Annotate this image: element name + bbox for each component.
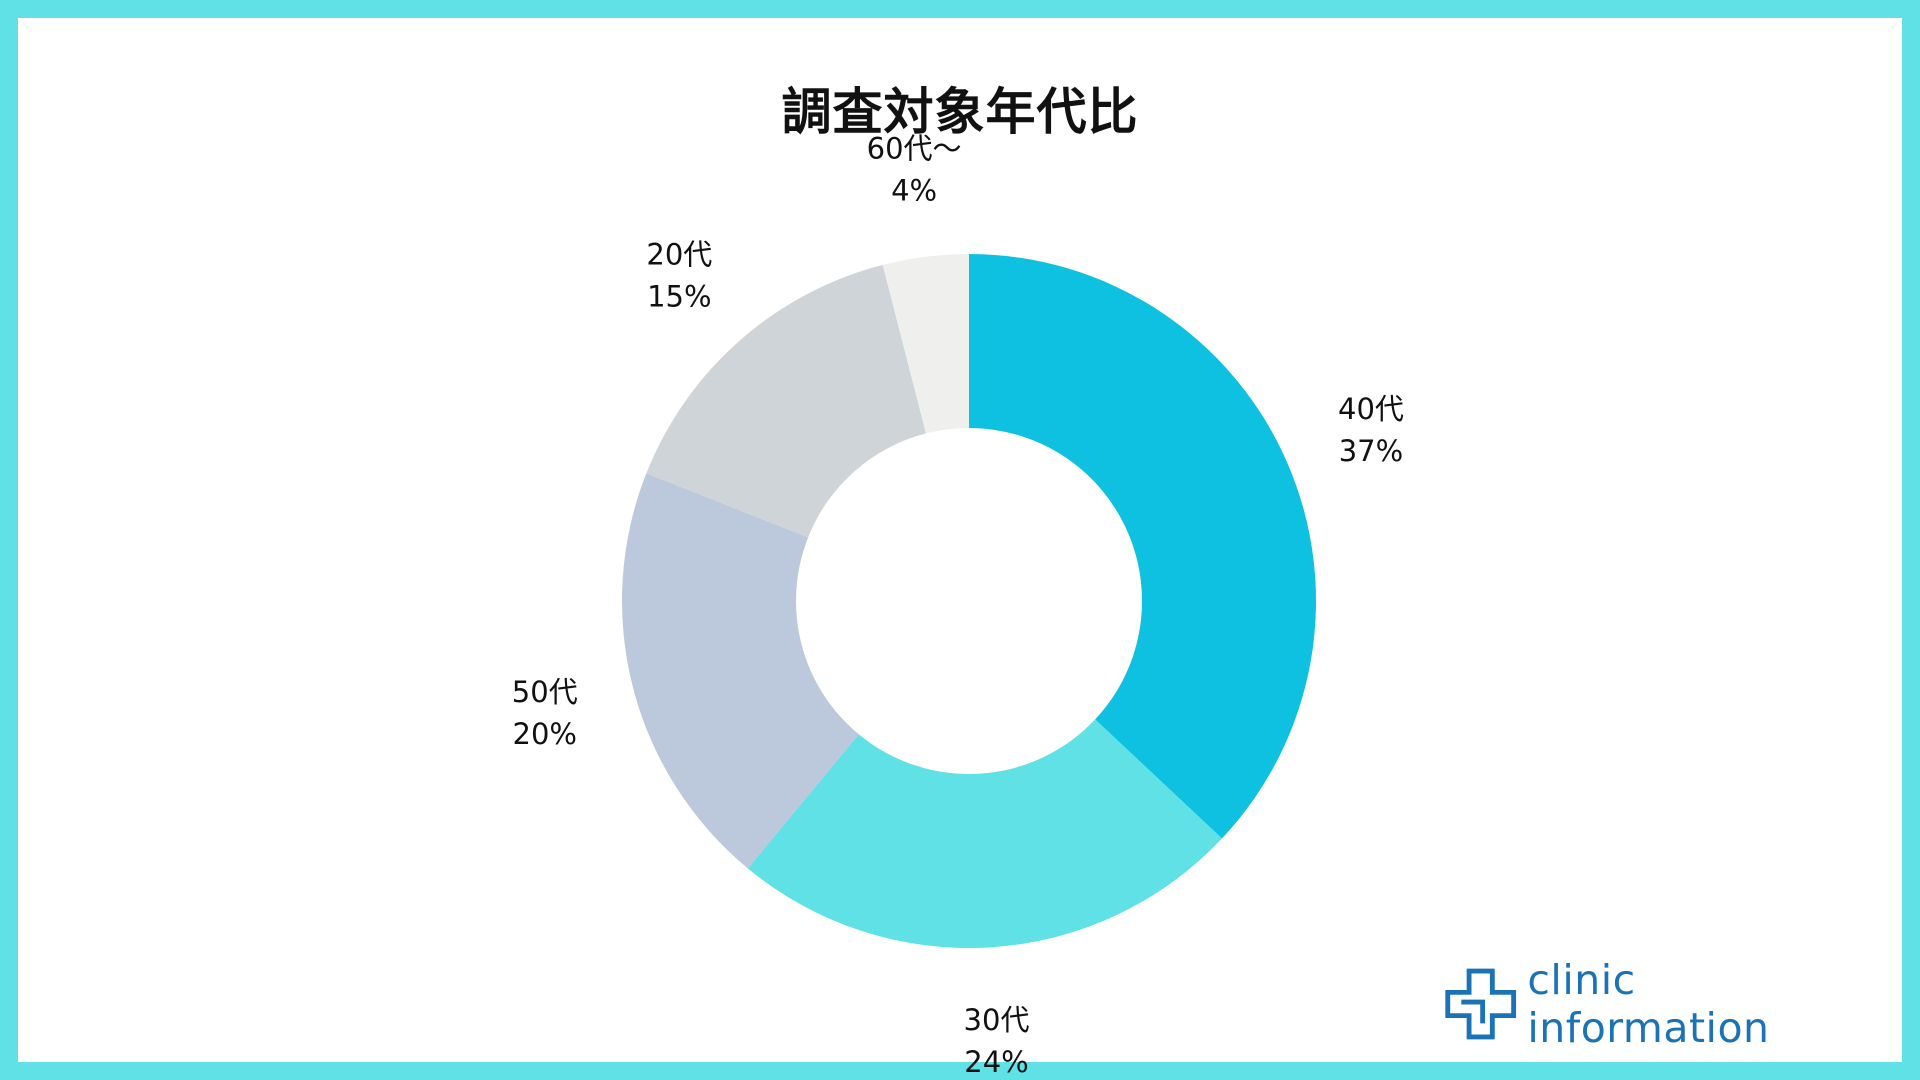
chart-title: 調査対象年代比: [781, 83, 1139, 141]
donut-slice-2: [622, 473, 859, 869]
donut-slice-1: [747, 719, 1222, 948]
slice-category-label: 30代: [964, 1003, 1030, 1037]
slice-percent-label: 15%: [647, 279, 711, 313]
slice-label-2: 50代 20%: [512, 675, 578, 751]
slice-category-label: 50代: [512, 675, 578, 709]
clinic-information-logo: clinic information: [1432, 956, 1880, 1052]
slice-percent-label: 4%: [891, 173, 937, 207]
slice-category-label: 60代～: [867, 131, 962, 165]
slice-category-label: 40代: [1338, 392, 1404, 426]
slice-label-3: 20代 15%: [646, 237, 712, 313]
slice-label-4: 60代～ 4%: [867, 131, 962, 207]
donut-slice-0: [969, 254, 1316, 839]
logo-text: clinic information: [1527, 956, 1770, 1052]
slice-category-label: 20代: [646, 237, 712, 271]
slice-label-1: 30代 24%: [964, 1003, 1030, 1079]
medical-cross-icon: [1445, 968, 1517, 1040]
donut-slice-4: [882, 254, 969, 434]
slice-percent-label: 24%: [964, 1045, 1028, 1079]
donut-slice-3: [646, 264, 926, 538]
slice-percent-label: 20%: [513, 717, 577, 751]
slice-percent-label: 37%: [1339, 434, 1403, 468]
slice-label-0: 40代 37%: [1338, 392, 1404, 468]
